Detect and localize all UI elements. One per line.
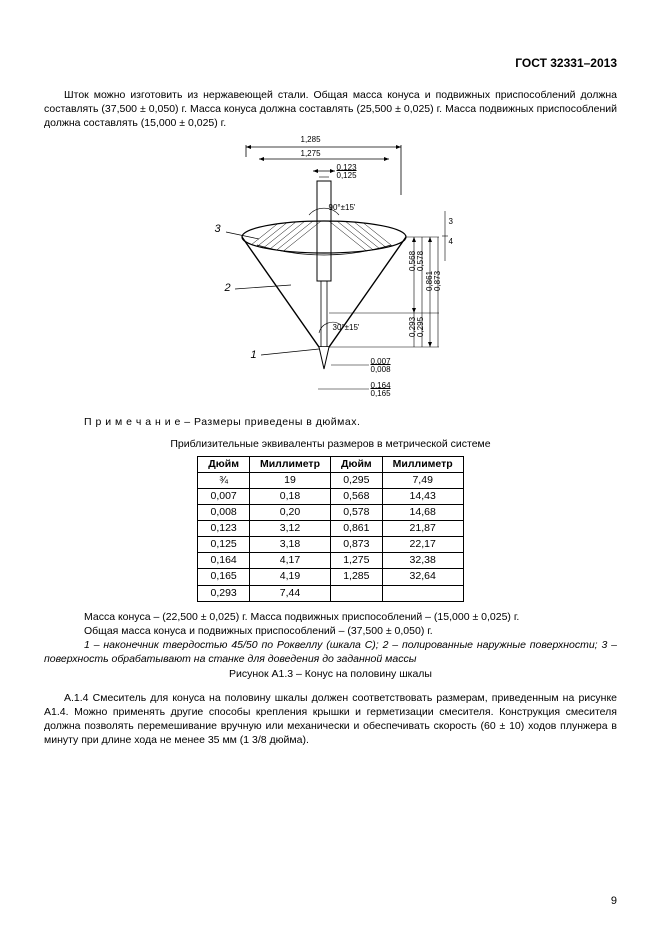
table-row: 0,1253,180,87322,17: [198, 537, 463, 553]
figure-title: Рисунок А1.3 – Конус на половину шкалы: [44, 668, 617, 680]
angle-90: 90°±15': [329, 203, 356, 212]
dim-top1: 1,285: [301, 135, 321, 144]
table-row: 0,1644,171,27532,38: [198, 553, 463, 569]
page-number: 9: [611, 895, 617, 907]
table-row: 0,1233,120,86121,87: [198, 521, 463, 537]
conversion-table: Дюйм Миллиметр Дюйм Миллиметр ¾190,2957,…: [197, 456, 463, 602]
table-row: 0,1654,191,28532,64: [198, 569, 463, 585]
callout-2: 2: [225, 282, 231, 294]
paragraph-1: Шток можно изготовить из нержавеющей ста…: [44, 88, 617, 131]
table-caption: Приблизительные эквиваленты размеров в м…: [44, 438, 617, 450]
table-header-row: Дюйм Миллиметр Дюйм Миллиметр: [198, 456, 463, 472]
th-2: Миллиметр: [249, 456, 330, 472]
caption-l3: 1 – наконечник твердостью 45/50 по Рокве…: [44, 638, 617, 666]
th-3: Дюйм: [331, 456, 383, 472]
dim-stem2: 0,125: [337, 171, 357, 180]
dim-bot4: 0,165: [371, 389, 391, 398]
frac-bot: 4: [449, 237, 453, 246]
dim-rb: 0,578: [416, 250, 425, 270]
table-row: ¾190,2957,49: [198, 472, 463, 488]
cone-diagram: 1,285 1,275 0,123 0,125 90°±15' 30°±15' …: [44, 137, 617, 412]
figure-caption-block: Масса конуса – (22,500 ± 0,025) г. Масса…: [44, 610, 617, 667]
dim-rd: 0,873: [433, 270, 442, 290]
frac-top: 3: [449, 217, 453, 226]
paragraph-2: А.1.4 Смеситель для конуса на половину ш…: [44, 691, 617, 748]
dim-top2: 1,275: [301, 149, 321, 158]
table-row: 0,0070,180,56814,43: [198, 488, 463, 504]
dim-rf: 0,295: [416, 316, 425, 336]
dim-bot2: 0,008: [371, 365, 391, 374]
cone-svg: [201, 137, 461, 407]
th-4: Миллиметр: [382, 456, 463, 472]
standard-header: ГОСТ 32331–2013: [44, 56, 617, 70]
caption-l2: Общая масса конуса и подвижных приспособ…: [44, 624, 617, 638]
caption-l1: Масса конуса – (22,500 ± 0,025) г. Масса…: [44, 610, 617, 624]
table-row: 0,2937,44: [198, 585, 463, 601]
angle-30: 30°±15': [333, 323, 360, 332]
callout-1: 1: [251, 349, 257, 361]
table-row: 0,0080,200,57814,68: [198, 504, 463, 520]
callout-3: 3: [215, 223, 221, 235]
diagram-note: П р и м е ч а н и е – Размеры приведены …: [84, 416, 617, 428]
th-1: Дюйм: [198, 456, 250, 472]
